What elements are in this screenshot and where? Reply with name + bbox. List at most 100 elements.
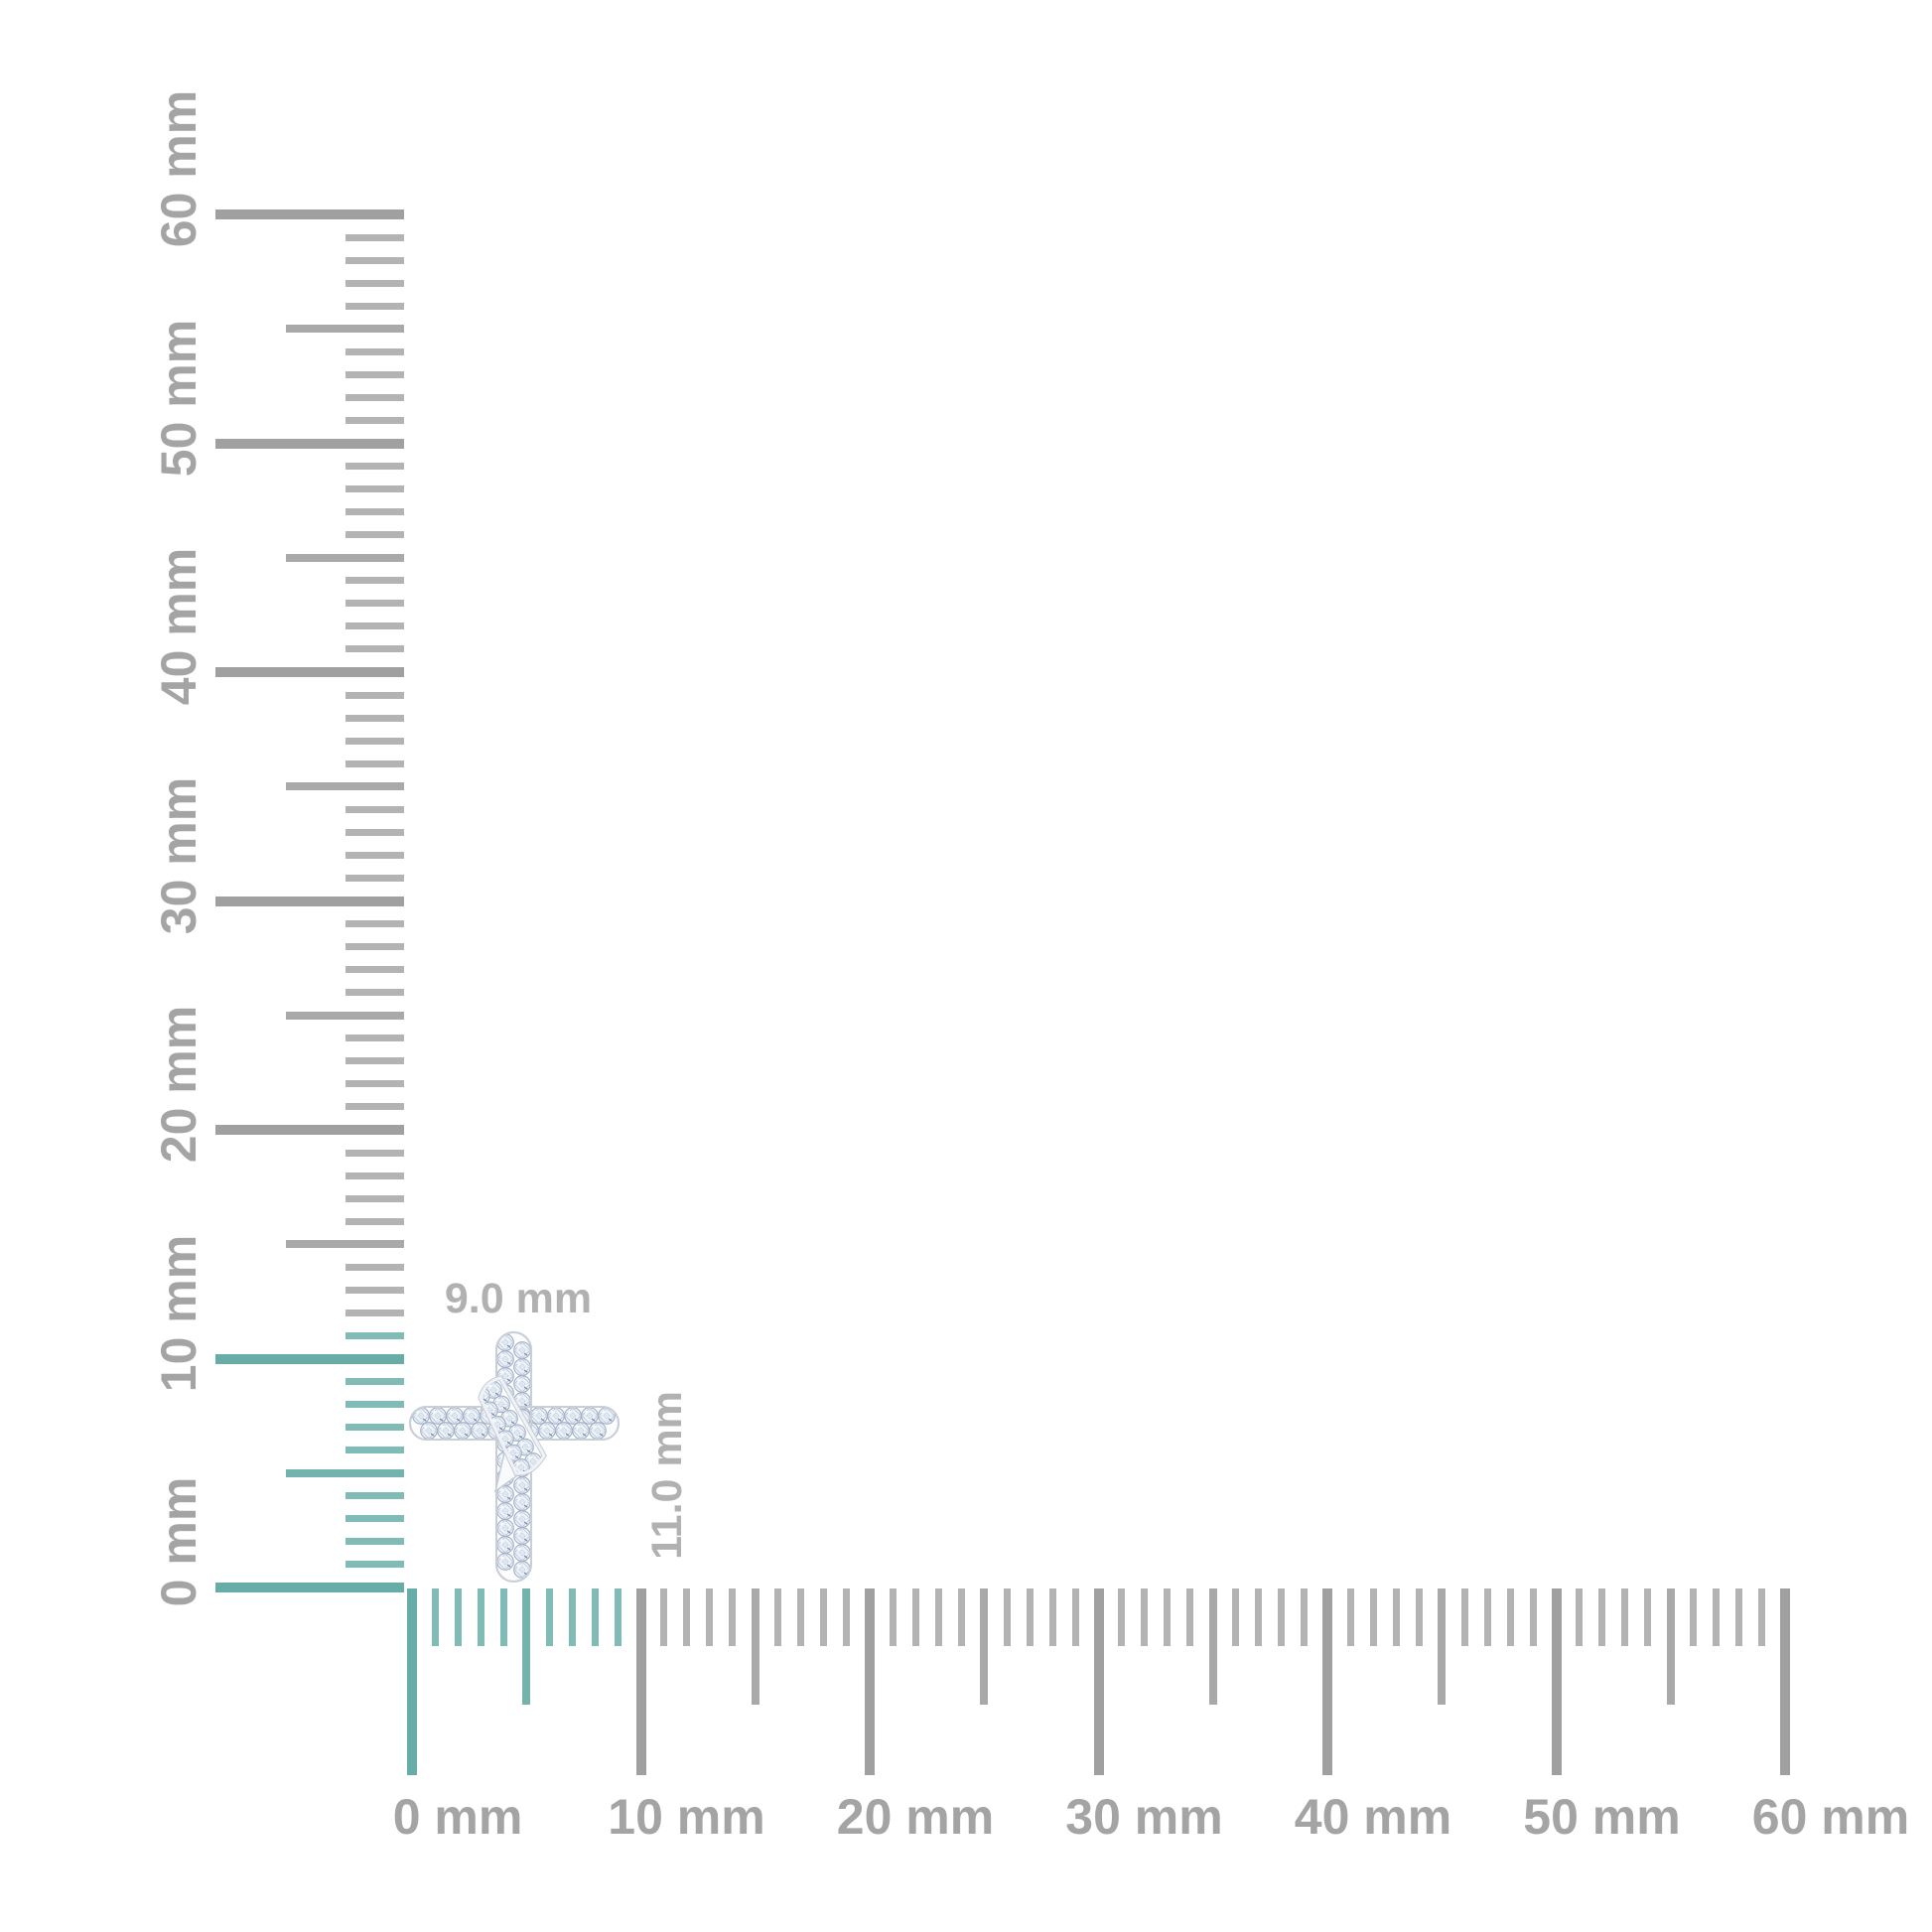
v-tick-7mm	[345, 1424, 404, 1432]
h-tick-5mm	[522, 1588, 531, 1705]
h-ruler-label-20mm: 20 mm	[836, 1789, 995, 1845]
h-tick-49mm	[1529, 1588, 1537, 1646]
h-tick-30mm	[1093, 1588, 1104, 1775]
h-tick-51mm	[1576, 1588, 1584, 1646]
h-tick-58mm	[1735, 1588, 1743, 1646]
h-tick-52mm	[1598, 1588, 1606, 1646]
v-tick-17mm	[345, 1194, 404, 1202]
v-tick-57mm	[345, 279, 404, 287]
v-tick-32mm	[345, 851, 404, 859]
v-tick-28mm	[345, 943, 404, 951]
v-tick-1mm	[345, 1561, 404, 1569]
h-tick-23mm	[934, 1588, 942, 1646]
v-tick-25mm	[286, 1011, 404, 1020]
v-tick-13mm	[345, 1286, 404, 1294]
v-tick-9mm	[345, 1378, 404, 1386]
h-tick-18mm	[820, 1588, 828, 1646]
h-tick-9mm	[614, 1588, 621, 1646]
v-tick-21mm	[345, 1103, 404, 1111]
v-tick-31mm	[345, 874, 404, 882]
v-tick-46mm	[345, 531, 404, 539]
v-tick-19mm	[345, 1149, 404, 1157]
v-tick-18mm	[345, 1172, 404, 1179]
v-tick-30mm	[215, 896, 404, 906]
v-tick-39mm	[345, 691, 404, 699]
v-tick-59mm	[345, 233, 404, 241]
h-ruler-label-0mm: 0 mm	[392, 1789, 523, 1845]
h-tick-0mm	[407, 1588, 417, 1775]
v-tick-45mm	[286, 553, 404, 562]
v-tick-34mm	[345, 805, 404, 813]
v-tick-60mm	[215, 209, 404, 219]
h-tick-42mm	[1369, 1588, 1377, 1646]
v-tick-48mm	[345, 485, 404, 493]
v-tick-55mm	[286, 325, 404, 334]
v-tick-58mm	[345, 256, 404, 264]
h-tick-45mm	[1438, 1588, 1447, 1705]
h-tick-17mm	[797, 1588, 805, 1646]
h-tick-27mm	[1026, 1588, 1034, 1646]
h-tick-3mm	[477, 1588, 484, 1646]
v-tick-33mm	[345, 828, 404, 836]
h-tick-21mm	[889, 1588, 897, 1646]
h-tick-59mm	[1758, 1588, 1766, 1646]
h-tick-34mm	[1186, 1588, 1194, 1646]
h-tick-29mm	[1071, 1588, 1079, 1646]
v-tick-44mm	[345, 577, 404, 585]
v-tick-36mm	[345, 759, 404, 767]
h-tick-8mm	[591, 1588, 599, 1646]
h-tick-1mm	[431, 1588, 439, 1646]
v-tick-0mm	[215, 1583, 404, 1592]
h-tick-38mm	[1278, 1588, 1286, 1646]
h-tick-32mm	[1141, 1588, 1149, 1646]
v-tick-51mm	[345, 416, 404, 424]
v-tick-38mm	[345, 714, 404, 722]
v-tick-26mm	[345, 989, 404, 997]
h-ruler-label-30mm: 30 mm	[1065, 1789, 1223, 1845]
v-tick-24mm	[345, 1035, 404, 1042]
v-tick-6mm	[345, 1447, 404, 1454]
h-tick-14mm	[729, 1588, 737, 1646]
h-tick-6mm	[545, 1588, 553, 1646]
h-tick-26mm	[1003, 1588, 1011, 1646]
v-tick-5mm	[286, 1468, 404, 1477]
v-tick-15mm	[286, 1240, 404, 1249]
v-tick-40mm	[215, 667, 404, 677]
v-tick-23mm	[345, 1057, 404, 1065]
h-tick-54mm	[1644, 1588, 1652, 1646]
h-tick-12mm	[683, 1588, 691, 1646]
v-tick-35mm	[286, 782, 404, 791]
h-tick-56mm	[1690, 1588, 1698, 1646]
h-tick-35mm	[1208, 1588, 1217, 1705]
h-tick-43mm	[1392, 1588, 1400, 1646]
v-tick-29mm	[345, 920, 404, 928]
h-tick-22mm	[911, 1588, 919, 1646]
v-tick-14mm	[345, 1263, 404, 1271]
v-tick-3mm	[345, 1515, 404, 1523]
v-tick-50mm	[215, 438, 404, 449]
h-tick-37mm	[1255, 1588, 1263, 1646]
h-tick-33mm	[1164, 1588, 1172, 1646]
h-ruler-label-40mm: 40 mm	[1294, 1789, 1452, 1845]
h-tick-10mm	[635, 1588, 646, 1775]
v-tick-12mm	[345, 1309, 404, 1316]
h-tick-53mm	[1621, 1588, 1629, 1646]
h-tick-60mm	[1780, 1588, 1790, 1775]
h-tick-7mm	[568, 1588, 576, 1646]
v-tick-10mm	[215, 1353, 404, 1364]
v-tick-37mm	[345, 737, 404, 745]
h-tick-4mm	[499, 1588, 507, 1646]
h-tick-36mm	[1232, 1588, 1240, 1646]
h-tick-44mm	[1415, 1588, 1423, 1646]
v-tick-20mm	[215, 1125, 404, 1135]
h-tick-2mm	[454, 1588, 462, 1646]
h-tick-31mm	[1118, 1588, 1126, 1646]
h-tick-25mm	[980, 1588, 989, 1705]
h-ruler-label-50mm: 50 mm	[1523, 1789, 1681, 1845]
v-tick-11mm	[345, 1331, 404, 1339]
v-tick-49mm	[345, 463, 404, 471]
v-tick-2mm	[345, 1538, 404, 1546]
h-ruler-label-10mm: 10 mm	[608, 1789, 765, 1845]
v-tick-42mm	[345, 622, 404, 630]
